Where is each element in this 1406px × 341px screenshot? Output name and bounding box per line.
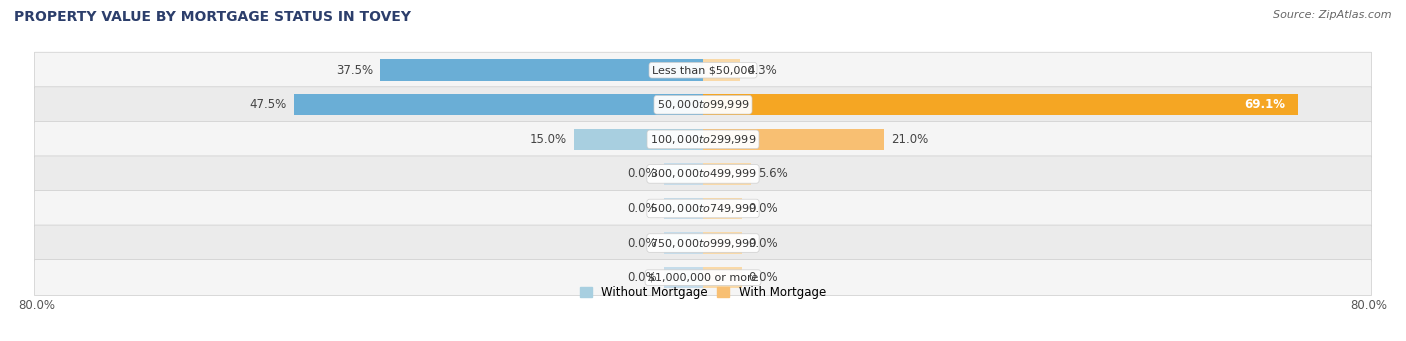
Text: 0.0%: 0.0% — [627, 271, 658, 284]
Text: Source: ZipAtlas.com: Source: ZipAtlas.com — [1274, 10, 1392, 20]
Text: 15.0%: 15.0% — [530, 133, 567, 146]
Text: $750,000 to $999,999: $750,000 to $999,999 — [650, 237, 756, 250]
Text: 80.0%: 80.0% — [18, 299, 55, 312]
Text: $500,000 to $749,999: $500,000 to $749,999 — [650, 202, 756, 215]
FancyBboxPatch shape — [34, 156, 1372, 192]
Text: Less than $50,000: Less than $50,000 — [652, 65, 754, 75]
FancyBboxPatch shape — [34, 225, 1372, 261]
Text: 69.1%: 69.1% — [1244, 98, 1285, 111]
Bar — [703, 232, 742, 254]
FancyBboxPatch shape — [34, 260, 1372, 296]
Text: 0.0%: 0.0% — [748, 202, 779, 215]
Bar — [703, 59, 740, 81]
Bar — [703, 163, 751, 184]
Bar — [664, 232, 703, 254]
Text: 4.3%: 4.3% — [747, 64, 776, 77]
FancyBboxPatch shape — [34, 52, 1372, 88]
Bar — [380, 59, 703, 81]
Bar — [664, 198, 703, 219]
Bar — [703, 129, 884, 150]
Bar — [703, 94, 1298, 116]
Text: 0.0%: 0.0% — [748, 237, 779, 250]
Bar — [703, 198, 742, 219]
Text: 21.0%: 21.0% — [891, 133, 928, 146]
FancyBboxPatch shape — [34, 87, 1372, 123]
Text: PROPERTY VALUE BY MORTGAGE STATUS IN TOVEY: PROPERTY VALUE BY MORTGAGE STATUS IN TOV… — [14, 10, 411, 24]
Bar — [294, 94, 703, 116]
Text: 0.0%: 0.0% — [627, 202, 658, 215]
Text: 80.0%: 80.0% — [1351, 299, 1388, 312]
Text: 5.6%: 5.6% — [758, 167, 787, 180]
Bar — [664, 267, 703, 288]
FancyBboxPatch shape — [34, 121, 1372, 157]
Bar — [574, 129, 703, 150]
Bar — [664, 163, 703, 184]
Text: $1,000,000 or more: $1,000,000 or more — [648, 272, 758, 283]
Text: $300,000 to $499,999: $300,000 to $499,999 — [650, 167, 756, 180]
Bar — [703, 267, 742, 288]
Text: $100,000 to $299,999: $100,000 to $299,999 — [650, 133, 756, 146]
Text: $50,000 to $99,999: $50,000 to $99,999 — [657, 98, 749, 111]
Text: 37.5%: 37.5% — [336, 64, 373, 77]
Text: 0.0%: 0.0% — [627, 237, 658, 250]
Legend: Without Mortgage, With Mortgage: Without Mortgage, With Mortgage — [581, 286, 825, 299]
Text: 47.5%: 47.5% — [250, 98, 287, 111]
Text: 0.0%: 0.0% — [748, 271, 779, 284]
Text: 0.0%: 0.0% — [627, 167, 658, 180]
FancyBboxPatch shape — [34, 191, 1372, 226]
